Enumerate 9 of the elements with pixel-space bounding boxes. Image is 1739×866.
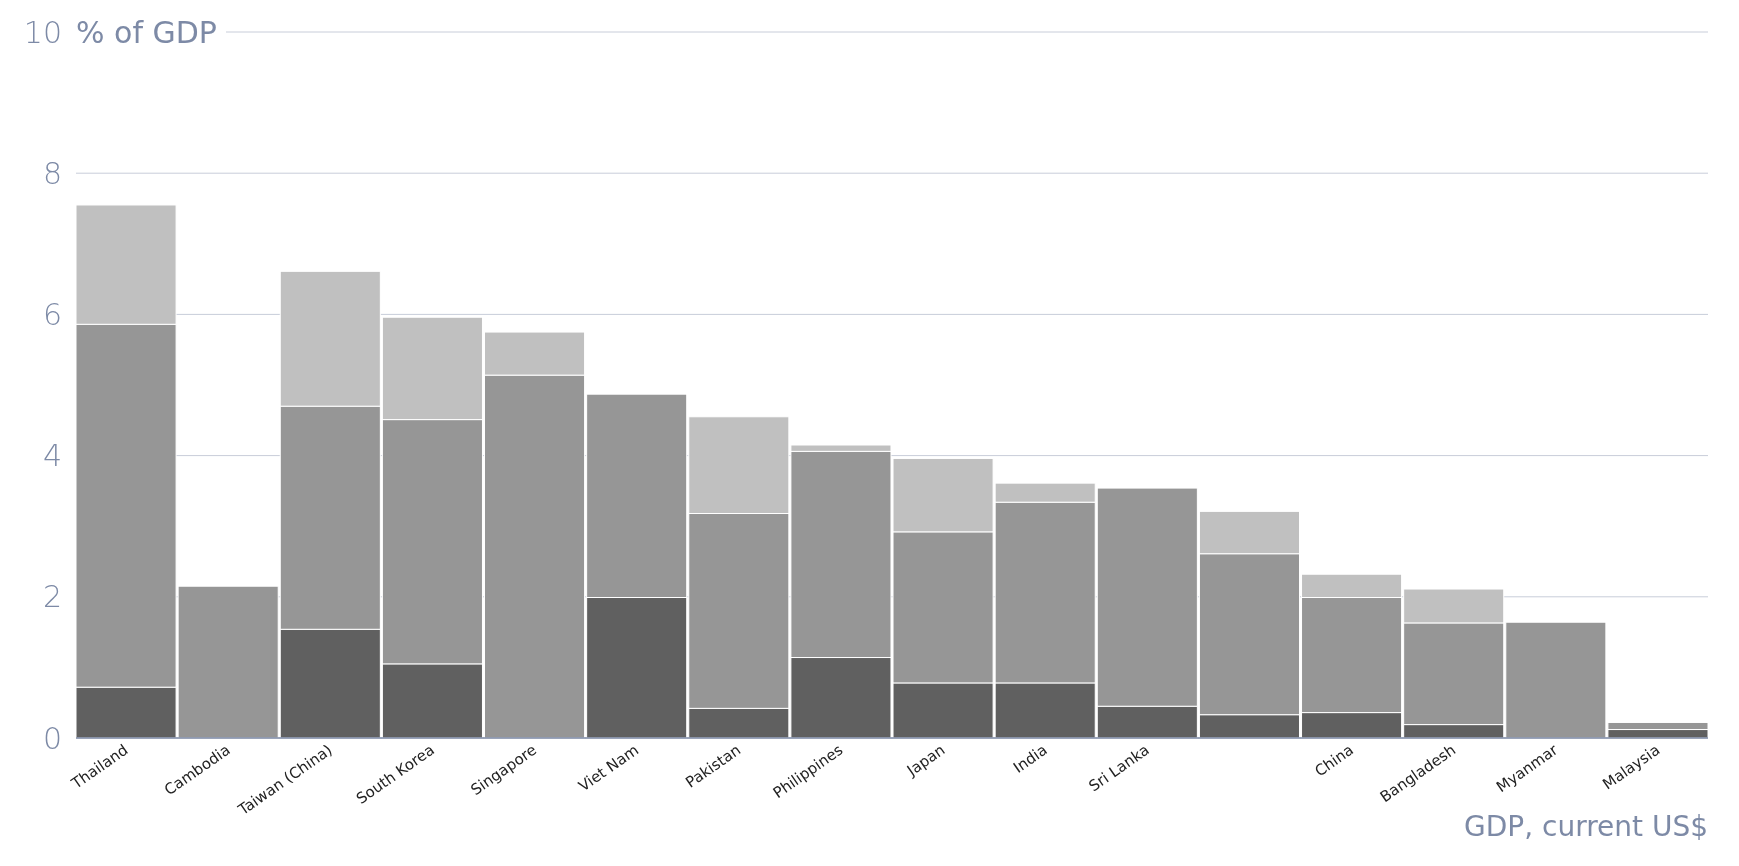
y-tick-label: 10 — [23, 14, 62, 50]
y-tick-label: 6 — [42, 296, 62, 332]
y-tick-label: 8 — [42, 155, 62, 191]
y-axis-title: % of GDP — [76, 14, 217, 50]
y-tick-label: 0 — [42, 720, 62, 756]
x-axis-title: GDP, current US$ — [1464, 810, 1708, 843]
y-tick-label: 2 — [42, 579, 62, 615]
x-tick-label: Viet Nam — [575, 740, 642, 796]
y-tick-label: 4 — [42, 438, 62, 474]
